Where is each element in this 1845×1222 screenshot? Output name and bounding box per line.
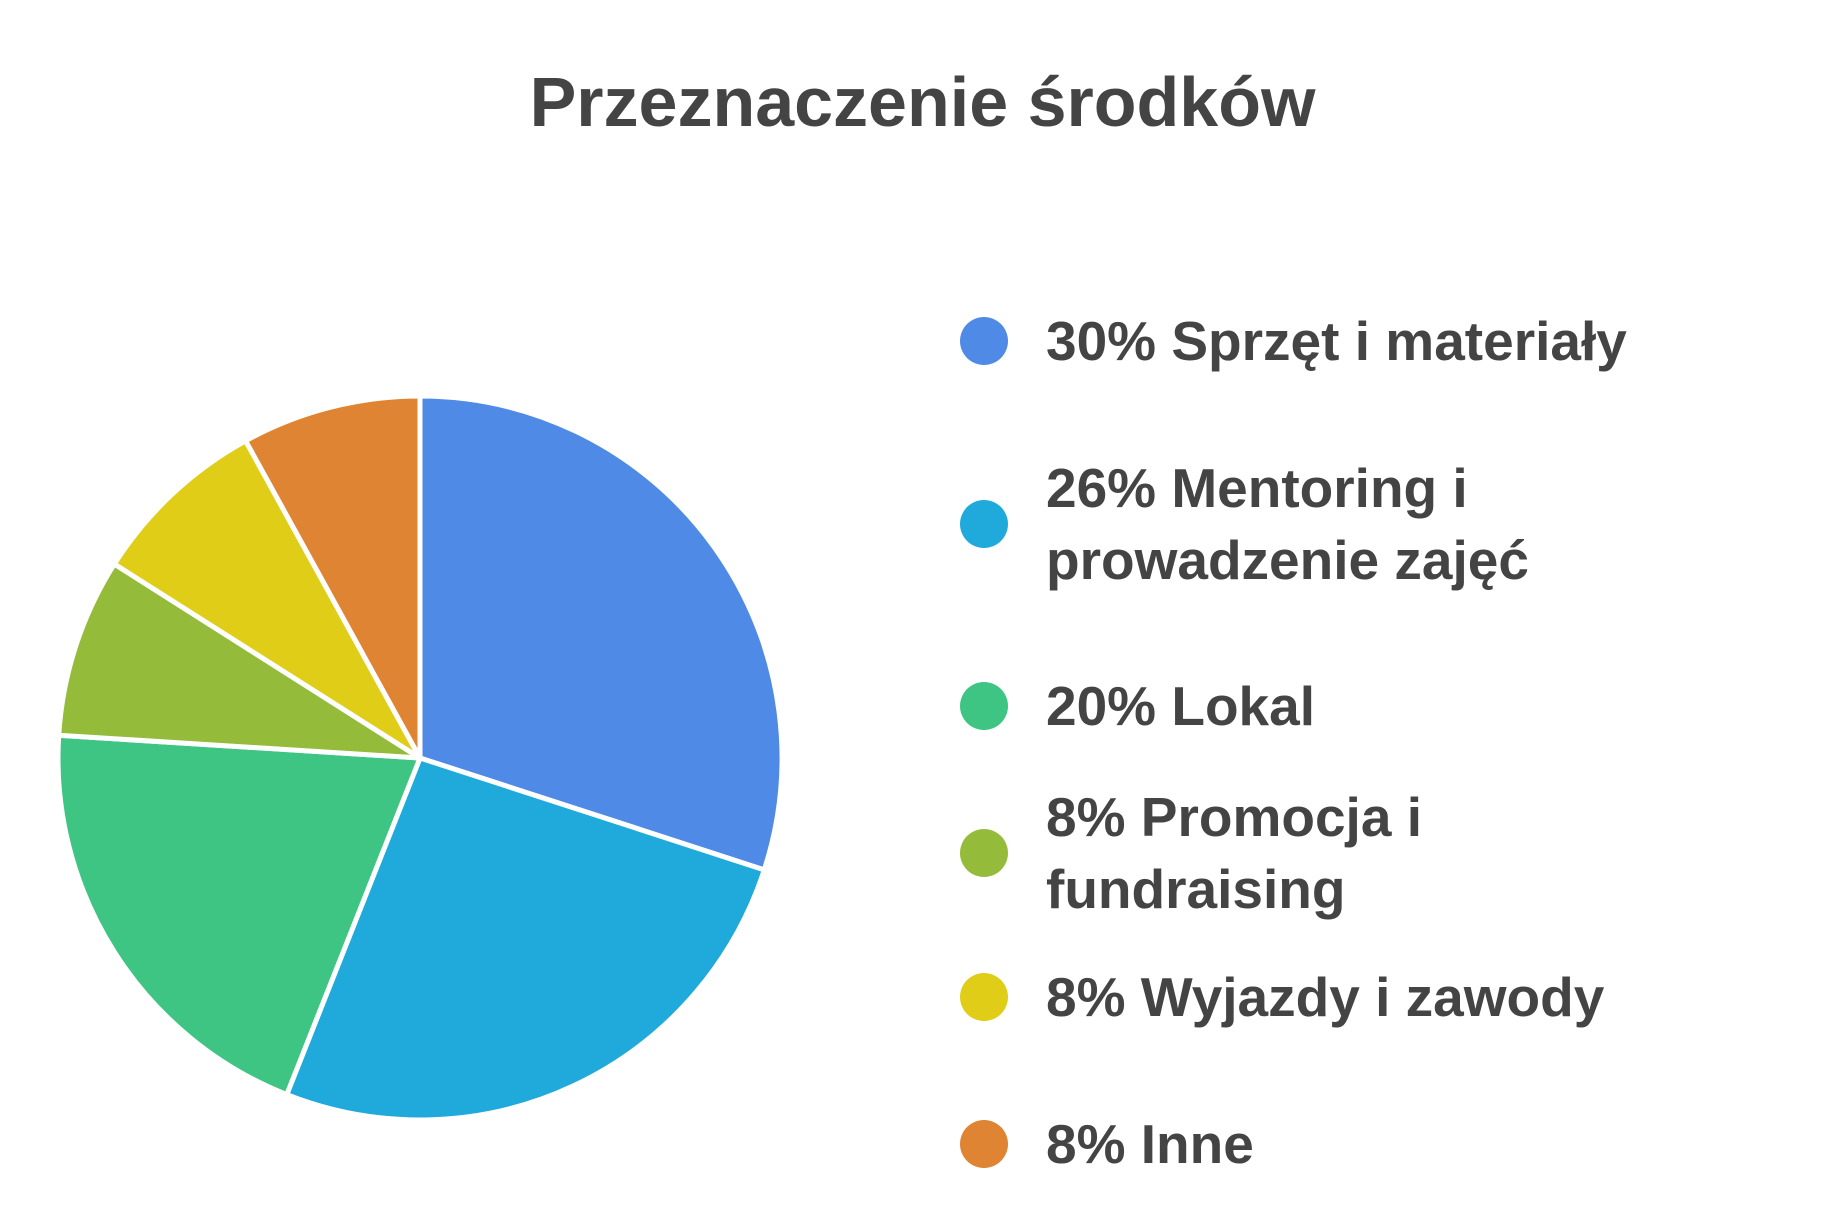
chart-title: Przeznaczenie środków	[529, 63, 1316, 141]
pie-slice-5	[243, 393, 423, 761]
legend-item-3: 8% Promocja i fundraising	[960, 786, 1820, 920]
legend-swatch	[960, 317, 1008, 365]
legend-swatch	[960, 500, 1008, 548]
legend-item-2: 20% Lokal	[960, 670, 1820, 742]
pie-slice-0	[417, 393, 785, 873]
legend-label: 8% Inne	[1046, 1113, 1254, 1175]
legend-label: 30% Sprzęt i materiały	[1046, 310, 1627, 372]
legend-swatch	[960, 682, 1008, 730]
legend-swatch	[960, 1120, 1008, 1168]
legend-item-1: 26% Mentoring i prowadzenie zajęć	[960, 452, 1820, 596]
legend: 30% Sprzęt i materiały 26% Mentoring i pr…	[960, 0, 1820, 1222]
legend-swatch	[960, 829, 1008, 877]
legend-label: 20% Lokal	[1046, 675, 1316, 737]
legend-item-4: 8% Wyjazdy i zawody	[960, 961, 1820, 1033]
legend-swatch	[960, 973, 1008, 1021]
pie-slice-3	[56, 561, 423, 761]
legend-label: 26% Mentoring i prowadzenie zajęć	[1046, 457, 1529, 591]
legend-label: 8% Promocja i fundraising	[1046, 786, 1422, 920]
pie-slice-1	[284, 755, 767, 1123]
legend-item-0: 30% Sprzęt i materiały	[960, 305, 1820, 377]
pie-slice-2	[55, 732, 423, 1098]
legend-item-5: 8% Inne	[960, 1108, 1820, 1180]
legend-label: 8% Wyjazdy i zawody	[1046, 966, 1605, 1028]
pie-slice-4	[111, 438, 423, 761]
pie-chart	[55, 393, 785, 1123]
